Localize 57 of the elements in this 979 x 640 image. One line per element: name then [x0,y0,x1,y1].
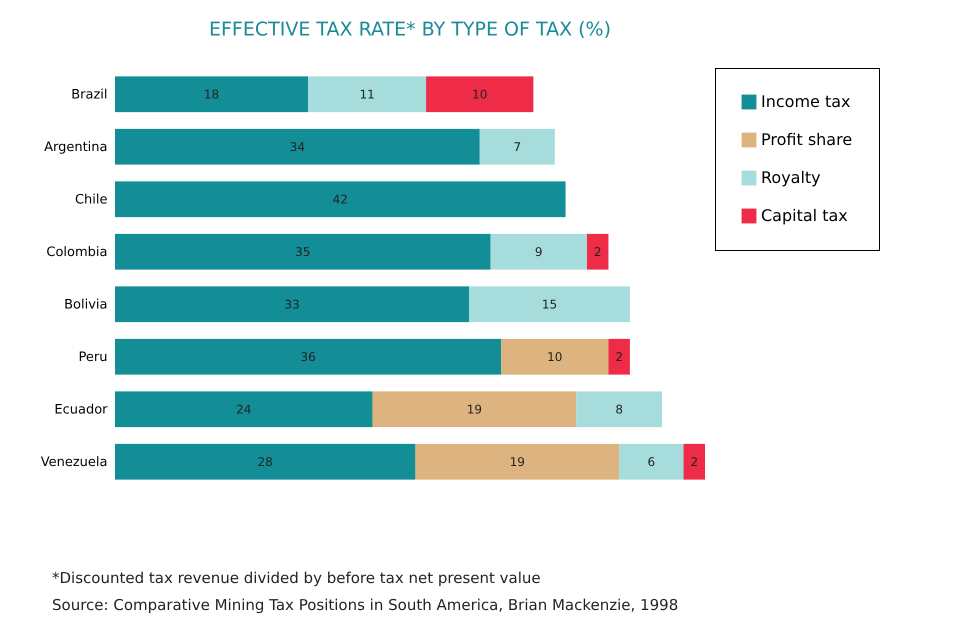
data-label: 42 [332,192,348,206]
bar [115,181,566,218]
bar [684,444,705,480]
y-tick-label: Venezuela [40,454,108,470]
data-label: 7 [513,140,522,154]
y-tick-label: Argentina [44,140,108,155]
bar [619,444,684,480]
data-label: 10 [472,87,488,102]
data-label: 19 [510,454,525,469]
data-label: 18 [204,87,220,102]
bar [115,76,308,112]
bar [115,338,502,375]
data-label: 28 [258,454,273,469]
y-tick-label: Colombia [46,244,108,260]
bar [480,128,555,165]
data-label: 33 [284,297,300,312]
data-label: 19 [466,402,482,416]
legend-label: Capital tax [761,206,848,225]
data-label: 2 [690,454,698,469]
data-label: 6 [648,454,656,469]
data-label: 15 [542,297,558,312]
bar [115,234,490,270]
data-label: 24 [236,402,252,416]
data-label: 2 [594,244,602,259]
chart-title: EFFECTIVE TAX RATE* BY TYPE OF TAX (%) [208,18,612,40]
bar [490,234,587,270]
data-label: 9 [534,244,543,259]
bar [576,391,662,428]
data-label: 36 [300,350,316,364]
legend-label: Profit share [761,130,852,149]
y-tick-label: Bolivia [64,297,108,312]
data-label: 11 [359,87,375,102]
bar [608,338,630,375]
y-tick-label: Ecuador [54,402,108,418]
bar [501,338,608,375]
legend-label: Royalty [761,168,821,187]
data-label: 34 [290,140,306,154]
bar [415,444,620,480]
bar [372,391,576,428]
data-label: 2 [615,350,623,364]
bar [115,391,372,428]
bar [115,128,480,165]
bar [115,444,416,480]
data-label: 10 [547,350,562,364]
legend-label: Income tax [761,92,851,111]
y-tick-label: Peru [78,350,108,365]
bar [469,286,630,322]
y-tick-label: Chile [74,192,108,208]
bar [587,234,608,270]
text: *Discounted tax revenue divided by before tax net present value [52,568,542,589]
y-tick-label: Brazil [71,87,108,102]
bar [426,76,534,112]
source-note: Source: Comparative Mining Tax Positions in South America, Brian Mackenzie, 1998 [52,595,678,616]
data-label: 8 [615,402,623,416]
data-label: 35 [295,244,310,259]
bar [115,286,469,322]
bar [308,76,426,112]
